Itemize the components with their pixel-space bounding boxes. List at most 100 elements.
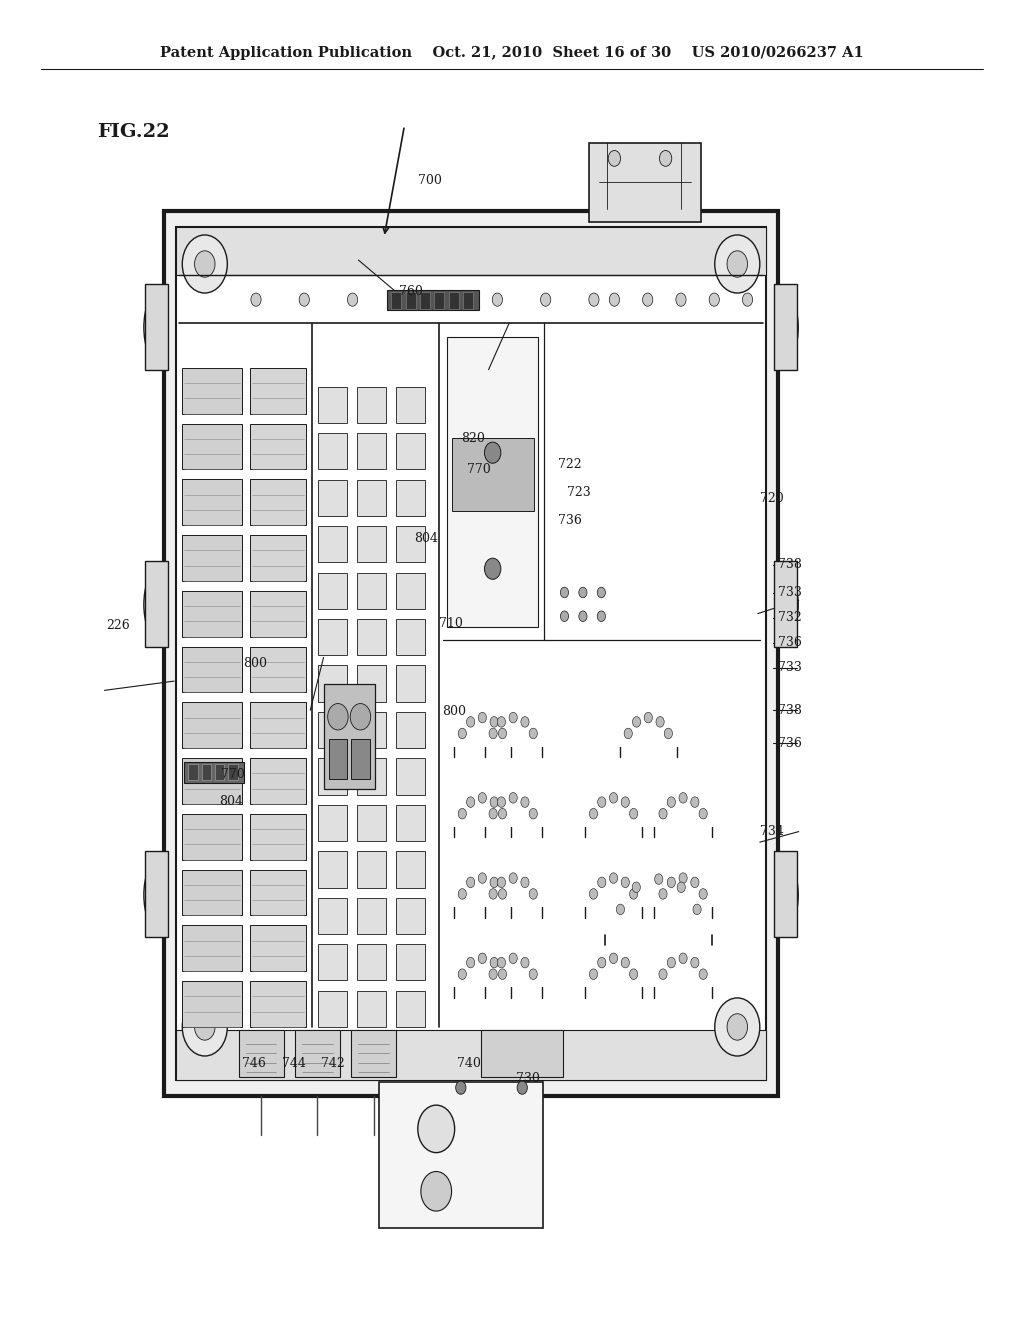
Circle shape	[195, 251, 215, 277]
Circle shape	[458, 808, 466, 818]
Bar	[447, 337, 538, 627]
Circle shape	[632, 882, 640, 892]
Circle shape	[499, 729, 507, 739]
Circle shape	[509, 953, 517, 964]
Bar	[250, 591, 306, 636]
Circle shape	[560, 611, 568, 622]
Circle shape	[458, 969, 466, 979]
Circle shape	[598, 797, 606, 808]
Circle shape	[499, 888, 507, 899]
Bar	[250, 424, 306, 470]
Circle shape	[499, 969, 507, 979]
Circle shape	[693, 904, 701, 915]
Bar	[318, 805, 347, 841]
Circle shape	[658, 969, 667, 979]
Text: 746: 746	[242, 1057, 266, 1071]
Circle shape	[328, 704, 348, 730]
Circle shape	[699, 888, 708, 899]
Circle shape	[679, 873, 687, 883]
Bar	[250, 981, 306, 1027]
Circle shape	[489, 969, 498, 979]
Bar	[184, 762, 244, 783]
Circle shape	[490, 957, 499, 968]
Circle shape	[598, 876, 606, 887]
Bar	[396, 851, 425, 887]
Bar	[396, 805, 425, 841]
Circle shape	[182, 998, 227, 1056]
Bar	[318, 387, 347, 422]
Circle shape	[529, 808, 538, 818]
Bar	[164, 211, 778, 1096]
Circle shape	[625, 729, 633, 739]
Bar	[176, 227, 766, 275]
Bar	[318, 665, 347, 702]
Text: 804: 804	[414, 532, 437, 545]
Circle shape	[590, 808, 598, 818]
Bar	[145, 851, 168, 937]
Circle shape	[489, 888, 498, 899]
Circle shape	[490, 717, 499, 727]
Circle shape	[679, 792, 687, 803]
Bar	[318, 759, 347, 795]
Bar	[357, 711, 386, 748]
Bar	[387, 290, 479, 310]
Polygon shape	[484, 950, 542, 987]
Circle shape	[509, 873, 517, 883]
Bar	[250, 758, 306, 804]
Bar	[379, 1082, 543, 1228]
Bar	[318, 573, 347, 609]
Bar	[396, 527, 425, 562]
Circle shape	[699, 969, 708, 979]
Bar	[357, 665, 386, 702]
Circle shape	[654, 874, 663, 884]
Bar	[463, 292, 473, 309]
Bar	[396, 991, 425, 1027]
Circle shape	[467, 797, 475, 808]
Circle shape	[560, 587, 568, 598]
Bar	[182, 591, 242, 636]
Circle shape	[590, 888, 598, 899]
Circle shape	[691, 876, 699, 887]
Bar	[318, 944, 347, 981]
Text: 800: 800	[442, 705, 466, 718]
Circle shape	[478, 713, 486, 723]
Text: 738: 738	[778, 558, 802, 572]
Polygon shape	[585, 789, 642, 826]
Polygon shape	[484, 710, 542, 747]
Circle shape	[609, 792, 617, 803]
Circle shape	[656, 717, 665, 727]
Bar	[250, 368, 306, 413]
Circle shape	[715, 235, 760, 293]
Circle shape	[597, 587, 605, 598]
Bar	[176, 1030, 766, 1080]
Bar	[182, 424, 242, 470]
Circle shape	[715, 998, 760, 1056]
Circle shape	[458, 888, 466, 899]
Circle shape	[633, 717, 641, 727]
Bar	[202, 764, 211, 780]
Text: 700: 700	[418, 174, 441, 187]
Circle shape	[691, 957, 699, 968]
Circle shape	[742, 293, 753, 306]
Circle shape	[458, 729, 466, 739]
Bar	[324, 684, 375, 789]
Bar	[434, 292, 444, 309]
Bar	[182, 368, 242, 413]
Bar	[182, 870, 242, 916]
Bar	[406, 292, 416, 309]
Bar	[215, 764, 224, 780]
Text: 770: 770	[467, 463, 490, 477]
Bar	[250, 925, 306, 972]
Circle shape	[616, 904, 625, 915]
Circle shape	[709, 293, 720, 306]
Text: 730: 730	[516, 1072, 541, 1085]
Bar	[357, 991, 386, 1027]
Bar	[357, 527, 386, 562]
Bar	[357, 898, 386, 935]
Circle shape	[521, 717, 529, 727]
Text: 760: 760	[399, 285, 423, 298]
Bar	[318, 851, 347, 887]
Bar	[357, 759, 386, 795]
Bar	[318, 711, 347, 748]
Bar	[250, 479, 306, 525]
